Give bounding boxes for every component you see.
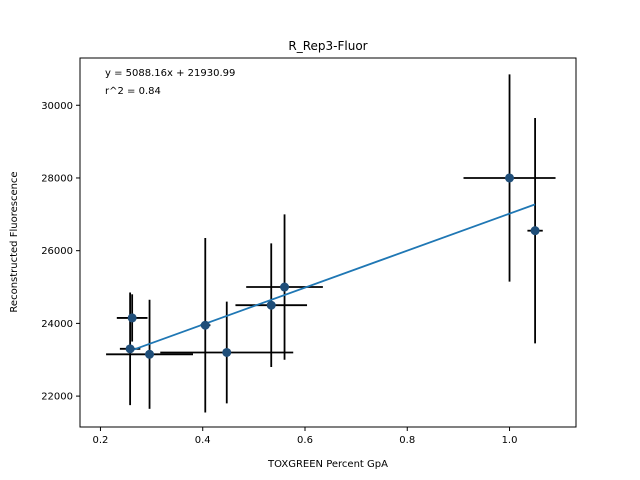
- regression-equation: y = 5088.16x + 21930.99: [105, 68, 235, 79]
- data-point-6: [280, 282, 290, 292]
- x-axis: 0.2 0.4 0.6 0.8 1.0: [93, 427, 518, 446]
- x-tick-label: 0.8: [399, 435, 415, 446]
- data-point-7: [505, 173, 515, 183]
- y-tick-label: 22000: [41, 392, 73, 403]
- data-point-1: [125, 344, 135, 354]
- data-point-0: [127, 313, 137, 323]
- data-point-5: [266, 300, 276, 310]
- plot-area: [106, 74, 556, 413]
- y-axis-label: Reconstructed Fluorescence: [9, 171, 20, 312]
- x-tick-label: 0.2: [93, 435, 109, 446]
- y-tick-label: 24000: [41, 319, 73, 330]
- x-tick-label: 0.4: [195, 435, 211, 446]
- regression-line: [128, 203, 536, 353]
- data-point-3: [200, 320, 210, 330]
- x-tick-label: 0.6: [297, 435, 313, 446]
- y-axis: 22000 24000 26000 28000 30000: [41, 101, 80, 403]
- data-point-2: [145, 349, 155, 359]
- axes-frame: [79, 57, 577, 428]
- data-point-8: [530, 226, 540, 236]
- r-squared-label: r^2 = 0.84: [105, 86, 161, 97]
- x-axis-label: TOXGREEN Percent GpA: [267, 459, 388, 470]
- data-point-4: [222, 347, 232, 357]
- y-tick-label: 30000: [41, 101, 73, 112]
- y-tick-label: 28000: [41, 173, 73, 184]
- chart-title: R_Rep3-Fluor: [288, 39, 367, 53]
- x-tick-label: 1.0: [502, 435, 518, 446]
- y-tick-label: 26000: [41, 246, 73, 257]
